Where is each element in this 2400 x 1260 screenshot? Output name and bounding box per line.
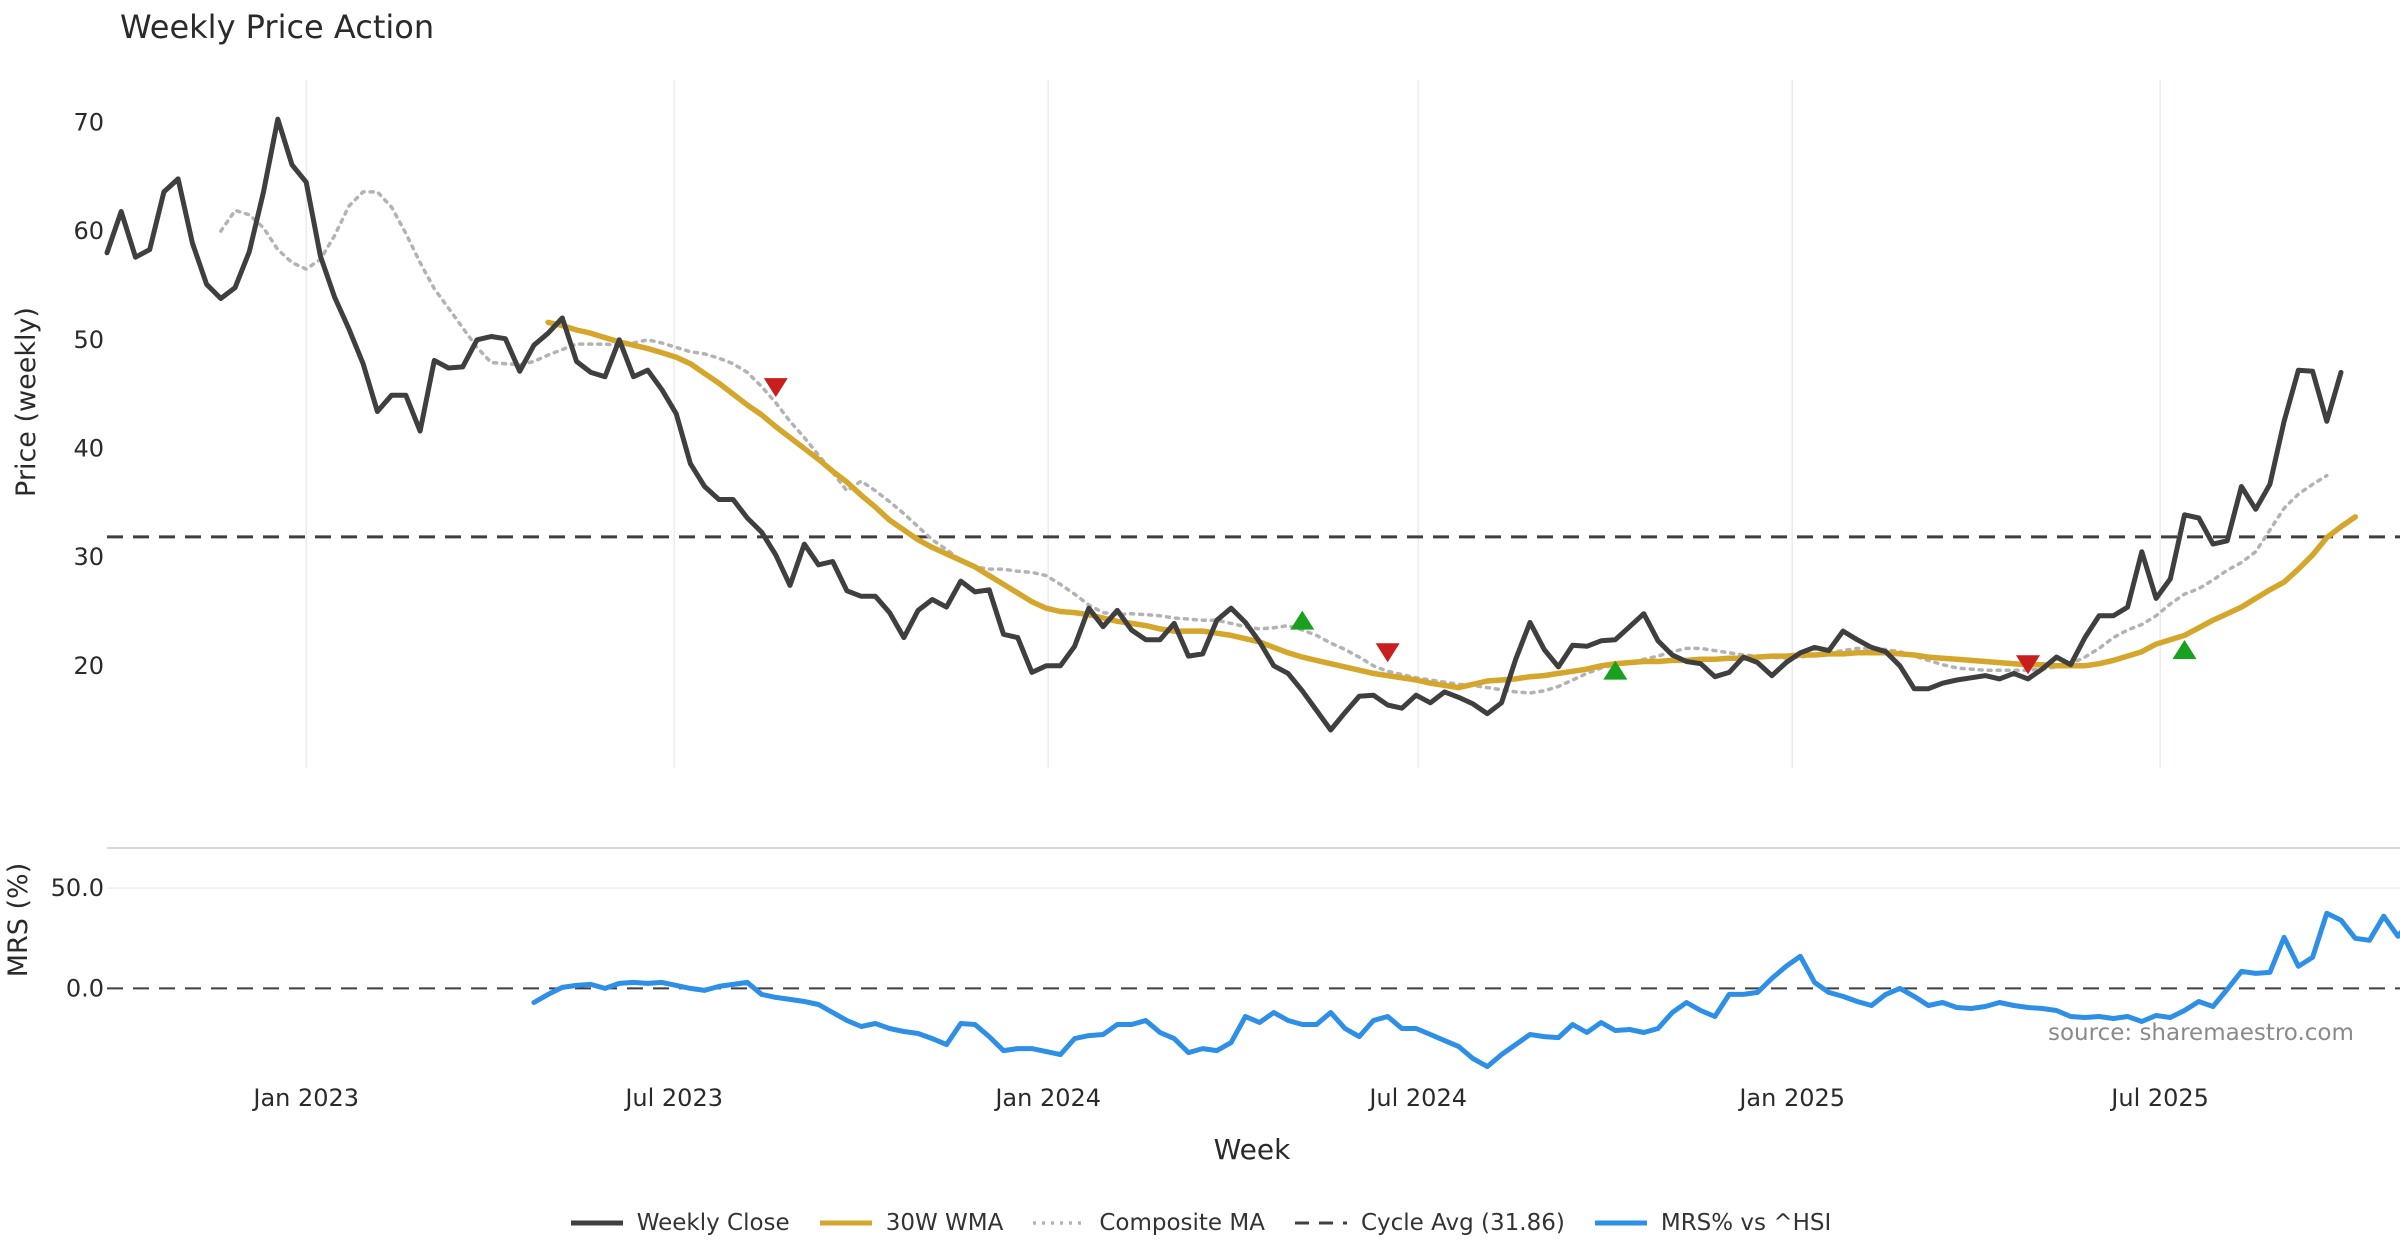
price-y-tick-label: 60: [73, 217, 104, 245]
legend-label: Weekly Close: [636, 1210, 790, 1236]
x-tick-label: Jan 2025: [1737, 1084, 1845, 1112]
legend-item: 30W WMA: [818, 1210, 1004, 1236]
legend-label: Cycle Avg (31.86): [1360, 1210, 1565, 1236]
x-tick-label: Jul 2023: [623, 1084, 723, 1112]
mrs-y-tick-label: 50.0: [51, 874, 104, 902]
mrs-y-tick-label: 0.0: [66, 974, 104, 1002]
legend-label: Composite MA: [1099, 1210, 1265, 1236]
signal-markers: [763, 378, 2197, 680]
source-credit: source: sharemaestro.com: [2048, 1020, 2354, 1046]
legend-label: MRS% vs ^HSI: [1660, 1210, 1832, 1236]
x-tick-label: Jan 2023: [251, 1084, 359, 1112]
legend-swatch: [1033, 1221, 1086, 1225]
legend-item: Weekly Close: [569, 1210, 790, 1236]
chart-title: Weekly Price Action: [120, 8, 434, 46]
legend-swatch: [819, 1220, 872, 1226]
x-tick-label: Jul 2024: [1367, 1084, 1467, 1112]
weekly-close-line: [104, 116, 2344, 733]
price-y-tick-label: 70: [73, 108, 104, 136]
price-series: [104, 116, 2400, 733]
legend-label: 30W WMA: [885, 1210, 1004, 1236]
legend-swatch: [570, 1220, 623, 1226]
buy-signal-marker: [1603, 660, 1628, 680]
price-y-tick-label: 20: [73, 652, 104, 680]
price-y-tick-label: 30: [73, 543, 104, 571]
legend-item: MRS% vs ^HSI: [1593, 1210, 1831, 1236]
buy-signal-marker: [2172, 640, 2197, 660]
x-tick-label: Jan 2024: [993, 1084, 1101, 1112]
price-y-tick-label: 50: [73, 326, 104, 354]
price-y-tick-label: 40: [73, 434, 104, 462]
x-axis-label: Week: [1214, 1133, 1291, 1166]
sell-signal-marker: [1375, 643, 1400, 663]
mrs-y-ticks: 0.0 50.0: [51, 874, 104, 1002]
legend-item: Composite MA: [1031, 1210, 1265, 1236]
price-axis-label: Price (weekly): [11, 307, 42, 497]
legend-swatch: [1594, 1220, 1647, 1226]
composite-ma-line: [219, 190, 2329, 695]
legend-item: Cycle Avg (31.86): [1293, 1210, 1565, 1236]
bottom-panel-grid: [107, 847, 2400, 889]
wma-30w-line: [545, 319, 2359, 691]
mrs-line: [531, 910, 2400, 1070]
legend: Weekly Close 30W WMA Composite MA Cycle Avg…: [0, 1210, 2400, 1236]
price-y-ticks: 20 30 40 50 60 70: [73, 108, 104, 679]
sell-signal-marker: [763, 378, 788, 398]
legend-swatch: [1294, 1221, 1347, 1225]
top-panel-grid: [305, 80, 2161, 768]
mrs-series: [107, 910, 2400, 1070]
mrs-axis-label: MRS (%): [3, 863, 34, 978]
sell-signal-marker: [2015, 655, 2040, 675]
x-ticks: Jan 2023 Jul 2023 Jan 2024 Jul 2024 Jan 2025…: [251, 1084, 2209, 1112]
x-tick-label: Jul 2025: [2109, 1084, 2209, 1112]
buy-signal-marker: [1290, 610, 1315, 630]
